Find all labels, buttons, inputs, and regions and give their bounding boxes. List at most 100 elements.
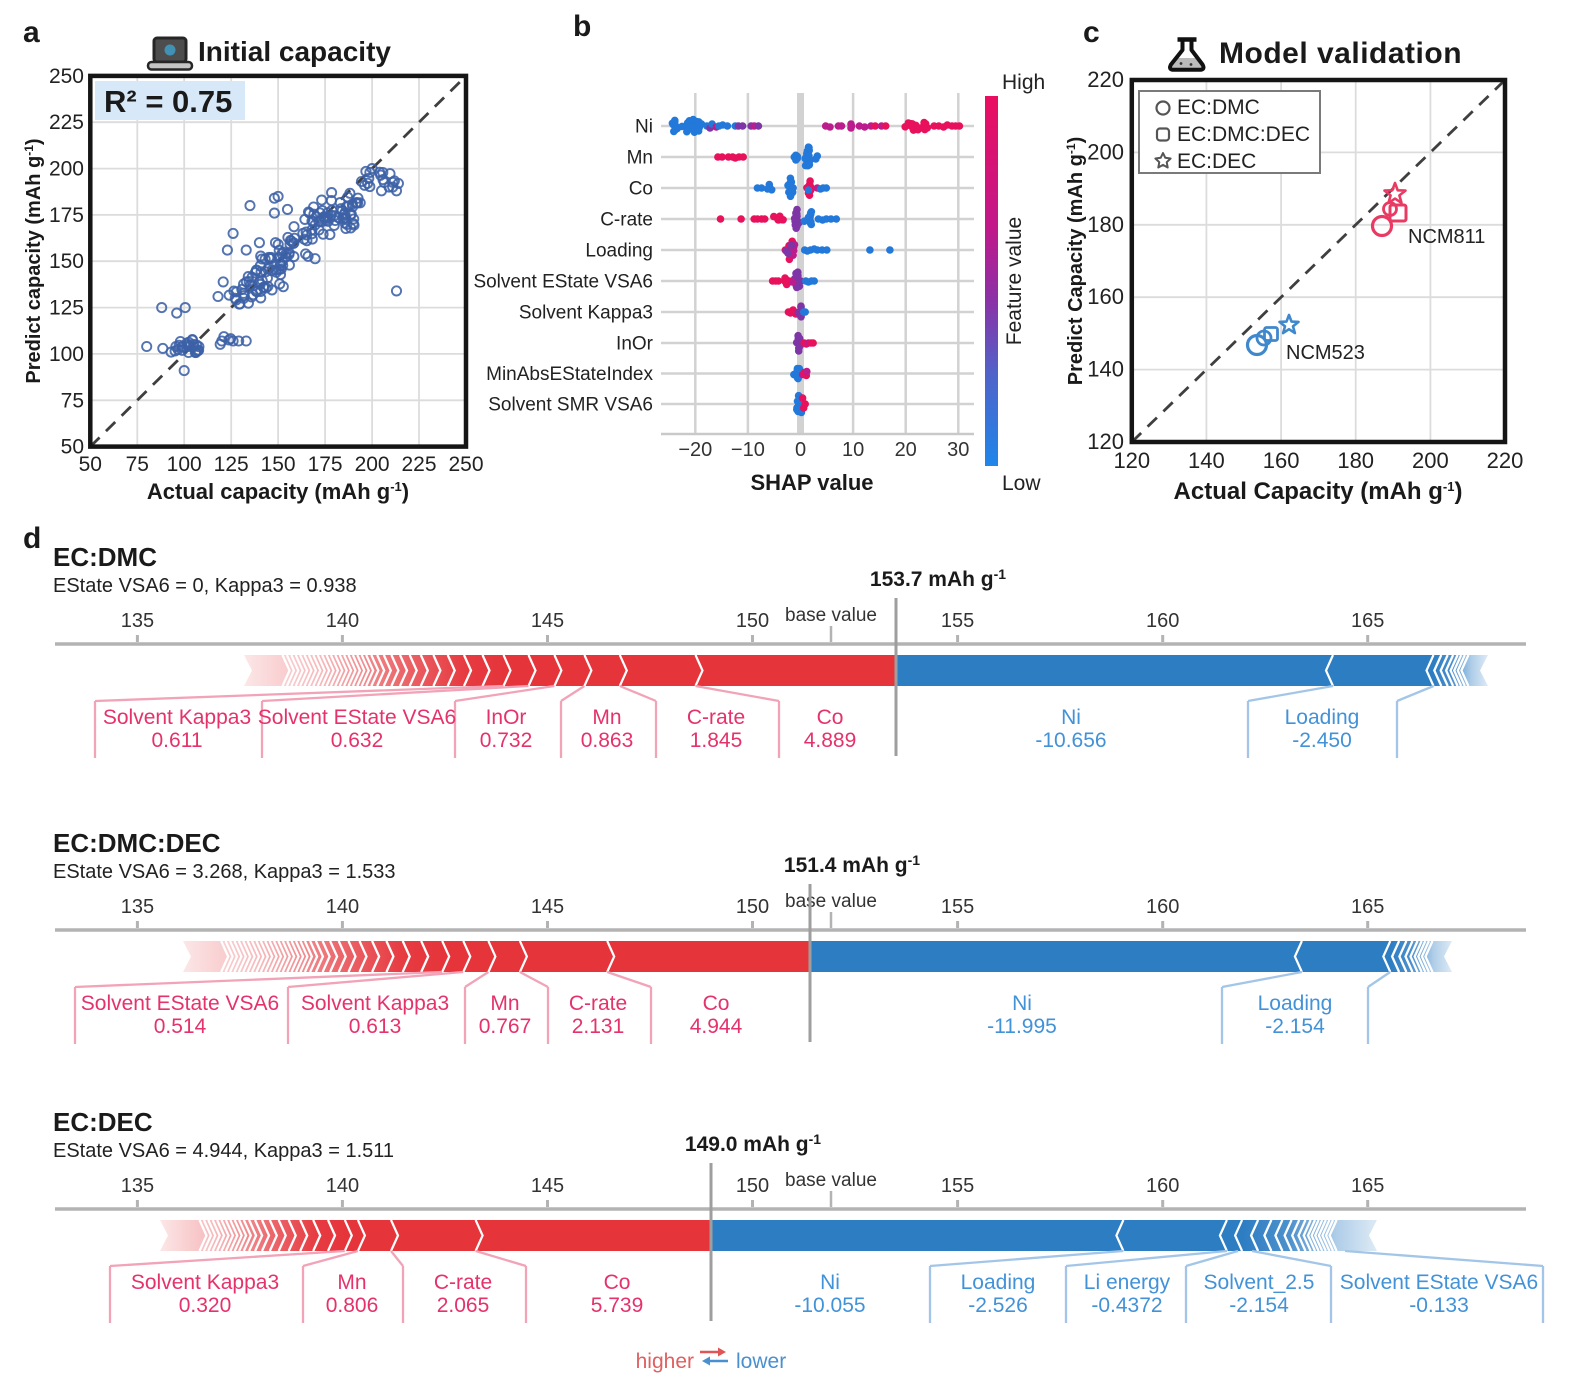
svg-text:10: 10 xyxy=(842,439,864,461)
svg-text:140: 140 xyxy=(326,896,359,918)
svg-text:125: 125 xyxy=(214,453,249,476)
svg-text:lower: lower xyxy=(736,1350,786,1373)
svg-text:0.732: 0.732 xyxy=(480,729,533,752)
svg-text:Loading: Loading xyxy=(1285,706,1360,729)
svg-text:200: 200 xyxy=(1087,139,1124,164)
svg-text:-2.154: -2.154 xyxy=(1229,1294,1289,1317)
svg-text:0.767: 0.767 xyxy=(479,1015,532,1038)
svg-text:SHAP value: SHAP value xyxy=(750,470,873,495)
svg-text:5.739: 5.739 xyxy=(591,1294,644,1317)
svg-text:120: 120 xyxy=(1113,448,1150,473)
svg-text:Solvent Kappa3: Solvent Kappa3 xyxy=(103,706,251,729)
svg-text:140: 140 xyxy=(326,610,359,632)
svg-text:140: 140 xyxy=(1087,357,1124,382)
svg-text:higher: higher xyxy=(636,1350,694,1373)
svg-text:InOr: InOr xyxy=(616,334,654,355)
svg-text:4.944: 4.944 xyxy=(690,1015,743,1038)
svg-text:Loading: Loading xyxy=(961,1271,1036,1294)
svg-text:75: 75 xyxy=(126,453,149,476)
svg-text:Solvent EState VSA6: Solvent EState VSA6 xyxy=(1340,1271,1538,1294)
svg-text:0.632: 0.632 xyxy=(331,729,384,752)
svg-text:160: 160 xyxy=(1146,610,1179,632)
svg-text:Mn: Mn xyxy=(337,1271,366,1294)
svg-text:220: 220 xyxy=(1487,448,1524,473)
svg-text:Solvent Kappa3: Solvent Kappa3 xyxy=(131,1271,279,1294)
svg-text:50: 50 xyxy=(79,453,102,476)
svg-text:EState VSA6 = 0, Kappa3 = 0.93: EState VSA6 = 0, Kappa3 = 0.938 xyxy=(53,575,357,597)
svg-text:Ni: Ni xyxy=(1061,706,1081,729)
svg-text:180: 180 xyxy=(1337,448,1374,473)
svg-text:-2.450: -2.450 xyxy=(1292,729,1352,752)
svg-text:175: 175 xyxy=(49,204,84,227)
svg-text:Solvent EState VSA6: Solvent EState VSA6 xyxy=(81,992,279,1015)
svg-text:145: 145 xyxy=(531,610,564,632)
svg-text:-10.656: -10.656 xyxy=(1035,729,1106,752)
svg-text:220: 220 xyxy=(1087,67,1124,92)
svg-text:b: b xyxy=(573,10,591,43)
svg-text:0.514: 0.514 xyxy=(154,1015,207,1038)
svg-text:2.131: 2.131 xyxy=(572,1015,625,1038)
svg-text:200: 200 xyxy=(49,158,84,181)
svg-text:150: 150 xyxy=(736,896,769,918)
svg-text:160: 160 xyxy=(1146,896,1179,918)
svg-text:Co: Co xyxy=(817,706,844,729)
svg-text:165: 165 xyxy=(1351,610,1384,632)
svg-text:-0.4372: -0.4372 xyxy=(1091,1294,1162,1317)
svg-text:0: 0 xyxy=(795,439,806,461)
svg-text:150: 150 xyxy=(49,250,84,273)
svg-text:155: 155 xyxy=(941,610,974,632)
svg-text:Solvent EState VSA6: Solvent EState VSA6 xyxy=(258,706,456,729)
svg-text:Low: Low xyxy=(1002,472,1041,495)
svg-text:160: 160 xyxy=(1087,284,1124,309)
svg-text:Mn: Mn xyxy=(592,706,621,729)
svg-text:C-rate: C-rate xyxy=(687,706,745,729)
svg-text:0.613: 0.613 xyxy=(349,1015,402,1038)
svg-text:0.863: 0.863 xyxy=(581,729,634,752)
svg-text:250: 250 xyxy=(49,65,84,88)
svg-text:EState VSA6 = 4.944, Kappa3 =: EState VSA6 = 4.944, Kappa3 = 1.511 xyxy=(53,1140,394,1162)
svg-text:140: 140 xyxy=(1188,448,1225,473)
svg-text:Solvent Kappa3: Solvent Kappa3 xyxy=(301,992,449,1015)
svg-text:Ni: Ni xyxy=(820,1271,840,1294)
svg-text:C-rate: C-rate xyxy=(600,210,653,231)
svg-text:Initial capacity: Initial capacity xyxy=(198,36,391,67)
svg-text:InOr: InOr xyxy=(486,706,527,729)
svg-text:140: 140 xyxy=(326,1175,359,1197)
svg-text:145: 145 xyxy=(531,1175,564,1197)
svg-text:Li energy: Li energy xyxy=(1084,1271,1171,1294)
svg-text:-11.995: -11.995 xyxy=(987,1015,1057,1038)
svg-text:a: a xyxy=(23,16,40,49)
svg-text:Co: Co xyxy=(604,1271,631,1294)
svg-text:Actual Capacity (mAh g-1): Actual Capacity (mAh g-1) xyxy=(1174,478,1463,505)
svg-text:4.889: 4.889 xyxy=(804,729,857,752)
svg-text:150: 150 xyxy=(736,610,769,632)
svg-text:EC:DMC: EC:DMC xyxy=(53,542,157,572)
svg-text:149.0 mAh g-1: 149.0 mAh g-1 xyxy=(685,1131,821,1156)
svg-text:NCM811: NCM811 xyxy=(1408,226,1485,248)
svg-text:50: 50 xyxy=(61,436,84,459)
svg-text:200: 200 xyxy=(1412,448,1449,473)
svg-text:151.4 mAh g-1: 151.4 mAh g-1 xyxy=(784,852,920,877)
svg-text:0.806: 0.806 xyxy=(326,1294,379,1317)
svg-text:20: 20 xyxy=(895,439,917,461)
svg-text:EC:DMC: EC:DMC xyxy=(1177,96,1260,119)
svg-text:C-rate: C-rate xyxy=(569,992,627,1015)
svg-text:145: 145 xyxy=(531,896,564,918)
svg-text:Solvent Kappa3: Solvent Kappa3 xyxy=(519,303,653,324)
svg-text:250: 250 xyxy=(448,453,483,476)
svg-text:100: 100 xyxy=(167,453,202,476)
svg-text:d: d xyxy=(23,522,41,555)
svg-text:Ni: Ni xyxy=(635,117,653,138)
svg-text:Actual capacity (mAh g-1): Actual capacity (mAh g-1) xyxy=(147,479,409,504)
svg-text:135: 135 xyxy=(121,896,154,918)
svg-text:-0.133: -0.133 xyxy=(1409,1294,1469,1317)
svg-text:Solvent_2.5: Solvent_2.5 xyxy=(1204,1271,1315,1294)
svg-text:EC:DMC:DEC: EC:DMC:DEC xyxy=(53,828,221,858)
svg-text:155: 155 xyxy=(941,896,974,918)
svg-text:153.7 mAh g-1: 153.7 mAh g-1 xyxy=(870,566,1006,591)
svg-text:150: 150 xyxy=(261,453,296,476)
svg-text:165: 165 xyxy=(1351,1175,1384,1197)
svg-text:Feature value: Feature value xyxy=(1003,217,1026,345)
svg-text:2.065: 2.065 xyxy=(437,1294,490,1317)
svg-text:c: c xyxy=(1083,16,1100,49)
